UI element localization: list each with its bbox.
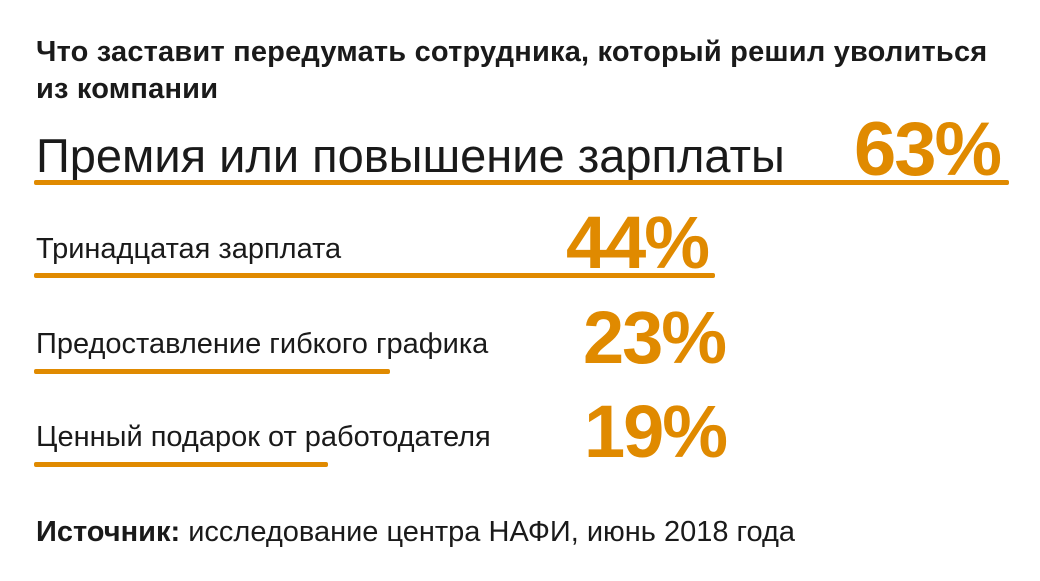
bar-value-label: 44% bbox=[566, 201, 710, 284]
bar bbox=[34, 180, 1009, 185]
bar-value-label: 23% bbox=[583, 296, 727, 379]
bar bbox=[34, 273, 715, 278]
bar-label: Предоставление гибкого графика bbox=[36, 328, 489, 360]
source-text: исследование центра НАФИ, июнь 2018 года bbox=[188, 516, 796, 548]
bar-value-label: 19% bbox=[584, 390, 728, 473]
source-note: Источник: исследование центра НАФИ, июнь… bbox=[36, 514, 795, 550]
source-label: Источник: bbox=[36, 516, 181, 548]
bar-label: Ценный подарок от работодателя bbox=[36, 421, 491, 453]
bar-value-label: 63% bbox=[854, 107, 1002, 192]
bar bbox=[34, 462, 328, 467]
bar bbox=[34, 369, 390, 374]
bar-label: Премия или повышение зарплаты bbox=[36, 129, 785, 182]
chart-title: Что заставит передумать сотрудника, кото… bbox=[36, 36, 988, 105]
bar-label: Тринадцатая зарплата bbox=[36, 233, 342, 265]
